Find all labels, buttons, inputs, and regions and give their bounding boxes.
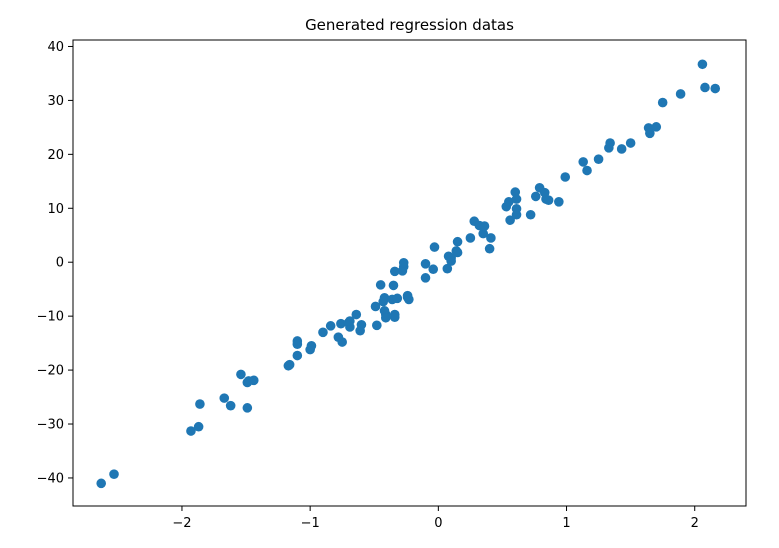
data-point [370, 301, 381, 312]
data-point [292, 339, 303, 349]
x-axis-ticks: −2 −1 0 1 2 [172, 506, 699, 531]
data-point [372, 320, 382, 331]
y-tick-label: −40 [37, 471, 64, 486]
data-point [465, 233, 476, 243]
data-point [593, 154, 604, 164]
data-point [578, 157, 588, 167]
x-tick-label: −2 [172, 516, 191, 531]
data-point [248, 375, 259, 386]
data-point [336, 318, 346, 329]
x-tick-label: 0 [434, 516, 442, 531]
data-point [504, 197, 514, 207]
data-point [452, 236, 463, 247]
y-axis-ticks: −40 −30 −20 −10 0 10 20 30 40 [37, 40, 73, 486]
data-point [284, 359, 295, 370]
data-point [616, 144, 627, 154]
data-point [375, 280, 386, 290]
points-layer [96, 59, 721, 489]
data-point [700, 82, 710, 93]
data-point [428, 264, 439, 275]
data-point [442, 263, 453, 274]
data-point [582, 165, 592, 176]
data-point [236, 369, 246, 380]
y-tick-label: 40 [47, 40, 64, 55]
data-point [543, 195, 554, 205]
data-point [530, 191, 541, 202]
data-point [554, 197, 564, 207]
data-point [109, 469, 119, 479]
data-point [452, 247, 463, 258]
data-point [484, 243, 495, 254]
data-point [486, 233, 496, 243]
data-point [420, 273, 431, 283]
data-point [511, 204, 522, 214]
data-point [242, 403, 253, 413]
data-point [429, 242, 440, 252]
data-point [560, 172, 571, 182]
data-point [605, 138, 615, 148]
data-point [96, 478, 106, 489]
data-point [219, 393, 230, 403]
y-tick-label: 0 [56, 256, 64, 271]
data-point [505, 215, 515, 225]
data-point [380, 312, 391, 323]
x-tick-label: −1 [301, 516, 320, 531]
data-point [356, 319, 367, 330]
data-point [478, 228, 489, 239]
x-tick-label: 1 [562, 516, 570, 531]
data-point [675, 89, 686, 99]
data-point [420, 259, 431, 269]
data-point [657, 97, 668, 108]
data-point [379, 293, 390, 303]
data-point [625, 138, 636, 148]
plot-area-frame [72, 39, 747, 507]
data-point [710, 83, 721, 94]
data-point [645, 128, 655, 139]
y-tick-label: 20 [47, 148, 64, 163]
data-point [292, 350, 303, 361]
data-point [511, 194, 522, 204]
data-point [225, 400, 236, 411]
data-point [398, 257, 409, 268]
data-point [318, 327, 328, 338]
data-point [697, 59, 708, 70]
x-tick-label: 2 [691, 516, 699, 531]
data-point [446, 256, 456, 266]
data-point [388, 280, 399, 291]
data-point [305, 344, 315, 355]
data-point [186, 426, 196, 436]
data-point [325, 321, 336, 331]
y-tick-label: −20 [37, 364, 64, 379]
chart-title: Generated regression datas [305, 16, 514, 34]
y-tick-label: 10 [47, 202, 64, 217]
data-point [404, 294, 414, 305]
data-point [389, 312, 400, 323]
data-point [389, 266, 400, 277]
data-point [337, 337, 348, 347]
data-point [345, 316, 355, 326]
data-point [392, 293, 403, 304]
data-point [193, 421, 204, 432]
data-point [651, 122, 662, 132]
data-point [351, 309, 362, 320]
y-tick-label: −30 [37, 418, 64, 433]
data-point [479, 221, 490, 231]
y-tick-label: 30 [47, 94, 64, 109]
data-point [195, 399, 205, 409]
data-point [525, 209, 536, 220]
y-tick-label: −10 [37, 310, 64, 325]
